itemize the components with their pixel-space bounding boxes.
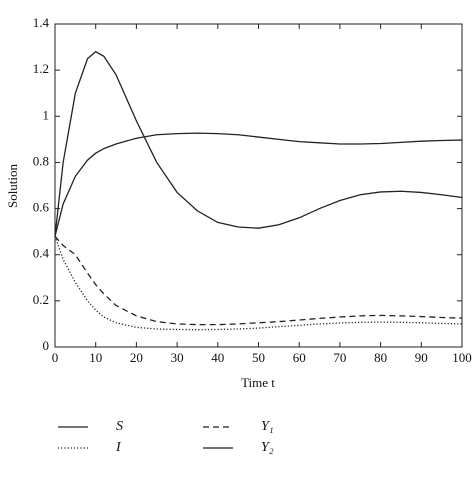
legend-label: S [116, 419, 123, 434]
y-axis-label: Solution [5, 163, 20, 208]
x-tick-label: 60 [293, 350, 306, 365]
legend-label: I [115, 440, 122, 455]
x-tick-label: 10 [89, 350, 102, 365]
x-tick-label: 80 [374, 350, 387, 365]
y-tick-label: 0.4 [33, 246, 50, 261]
legend-label: Y₁ [261, 419, 274, 434]
x-tick-label: 30 [171, 350, 184, 365]
x-tick-label: 0 [52, 350, 59, 365]
y-tick-label: 1.2 [33, 61, 49, 76]
y-tick-label: 0.6 [33, 200, 50, 215]
legend-label: Y₂ [261, 440, 274, 455]
series-line [54, 50, 463, 237]
series-line [54, 235, 463, 326]
y-tick-label: 0.8 [33, 153, 49, 168]
x-tick-label: 100 [452, 350, 472, 365]
plot-frame [54, 23, 463, 348]
x-tick-label: 90 [415, 350, 428, 365]
x-axis-label: Time t [241, 375, 275, 390]
x-tick-label: 50 [252, 350, 265, 365]
x-tick-label: 40 [211, 350, 224, 365]
x-tick-label: 20 [130, 350, 143, 365]
y-tick-label: 0 [43, 338, 50, 353]
series-line [54, 132, 463, 237]
series-line [54, 236, 463, 331]
y-tick-label: 1 [43, 107, 50, 122]
y-tick-label: 1.4 [33, 15, 50, 30]
x-tick-label: 70 [333, 350, 346, 365]
y-tick-label: 0.2 [33, 292, 49, 307]
